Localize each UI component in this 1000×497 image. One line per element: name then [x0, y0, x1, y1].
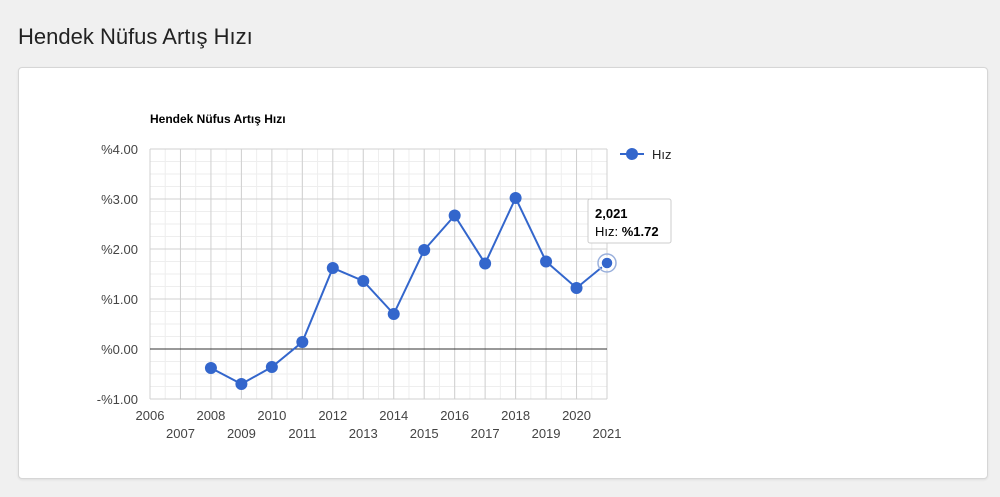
data-point	[448, 209, 461, 222]
x-tick-label: 2010	[257, 408, 286, 423]
y-tick-label: %3.00	[101, 192, 138, 207]
data-point	[479, 257, 492, 270]
chart-title: Hendek Nüfus Artış Hızı	[150, 112, 286, 126]
x-tick-label: 2007	[166, 426, 195, 441]
data-point	[418, 244, 431, 256]
chart-legend[interactable]: Hız	[620, 147, 672, 162]
chart-series	[204, 192, 617, 390]
x-tick-label: 2019	[532, 426, 561, 441]
x-tick-label: 2016	[440, 408, 469, 423]
data-point	[540, 255, 553, 268]
y-axis-ticks: -%1.00 %0.00 %1.00 %2.00 %3.00 %4.00	[97, 142, 138, 407]
y-tick-label: %2.00	[101, 242, 138, 257]
legend-label: Hız	[652, 147, 672, 162]
data-point	[357, 275, 370, 287]
data-point	[509, 192, 522, 204]
x-tick-label: 2009	[227, 426, 256, 441]
series-line	[210, 195, 608, 386]
data-point-highlight	[597, 253, 617, 273]
x-tick-label: 2012	[318, 408, 347, 423]
x-axis-ticks: 2006200720082009201020112012201320142015…	[136, 408, 622, 441]
x-tick-label: 2008	[196, 408, 225, 423]
y-tick-label: %1.00	[101, 292, 138, 307]
x-tick-label: 2018	[501, 408, 530, 423]
x-tick-label: 2006	[136, 408, 165, 423]
data-point	[235, 378, 248, 390]
x-tick-label: 2021	[593, 426, 622, 441]
x-tick-label: 2017	[471, 426, 500, 441]
data-point	[204, 362, 217, 374]
data-point	[600, 256, 614, 270]
tooltip-box	[587, 198, 672, 244]
tooltip-body: Hız: %1.72	[595, 224, 659, 239]
tooltip-value: %1.72	[622, 224, 659, 239]
y-tick-label: -%1.00	[97, 392, 138, 407]
x-tick-label: 2014	[379, 408, 408, 423]
data-point	[296, 336, 309, 348]
data-point	[265, 361, 278, 373]
tooltip-header: 2,021	[595, 206, 628, 221]
line-chart: Hendek Nüfus Artış Hızı -%1.00 %0.00 %1.00…	[97, 112, 672, 441]
tooltip-series-label: Hız:	[595, 224, 622, 239]
chart-card: Hendek Nüfus Artış Hızı -%1.00 %0.00 %1.00…	[18, 67, 988, 479]
data-point	[570, 282, 583, 294]
chart-grid	[149, 148, 608, 400]
x-tick-label: 2015	[410, 426, 439, 441]
x-tick-label: 2013	[349, 426, 378, 441]
y-tick-label: %4.00	[101, 142, 138, 157]
y-tick-label: %0.00	[101, 342, 138, 357]
page-title: Hendek Nüfus Artış Hızı	[18, 24, 253, 49]
data-point	[387, 308, 400, 320]
x-tick-label: 2020	[562, 408, 591, 423]
x-tick-label: 2011	[288, 426, 316, 441]
chart-tooltip: 2,021 Hız: %1.72	[587, 198, 672, 244]
legend-swatch-marker	[626, 148, 638, 160]
data-point	[326, 262, 339, 274]
